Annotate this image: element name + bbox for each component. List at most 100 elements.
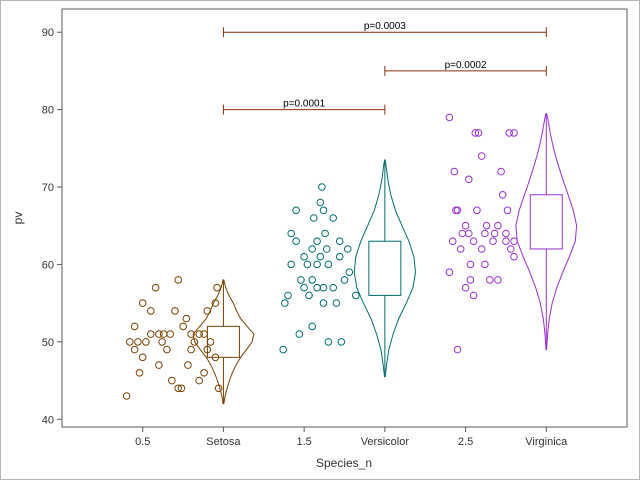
data-point xyxy=(494,221,502,230)
data-point xyxy=(494,276,502,284)
data-point xyxy=(147,307,155,315)
y-tick-label: 70 xyxy=(42,182,54,194)
data-point xyxy=(322,245,331,253)
data-point xyxy=(300,283,308,292)
data-point xyxy=(171,307,179,315)
data-point xyxy=(329,283,338,292)
data-point xyxy=(316,198,325,207)
data-point xyxy=(505,129,514,137)
data-point xyxy=(340,276,349,284)
data-point xyxy=(166,330,174,338)
data-point xyxy=(138,353,147,362)
data-point xyxy=(292,237,300,245)
x-tick-label: 2.5 xyxy=(458,436,473,448)
data-point xyxy=(195,330,203,338)
data-point xyxy=(303,260,312,269)
data-point xyxy=(502,229,510,238)
violins xyxy=(192,113,578,405)
data-point xyxy=(211,299,220,307)
data-point xyxy=(482,221,491,230)
data-point xyxy=(477,152,486,160)
data-point xyxy=(308,322,317,331)
data-point xyxy=(182,314,191,323)
data-point xyxy=(155,330,163,338)
data-point xyxy=(319,283,328,292)
data-point xyxy=(450,167,459,176)
data-point xyxy=(324,338,333,346)
data-point xyxy=(187,330,195,338)
data-point xyxy=(184,361,192,369)
scatter-points xyxy=(122,113,518,400)
data-point xyxy=(466,276,475,284)
p-value-label: p=0.0001 xyxy=(283,99,325,110)
data-point xyxy=(453,345,462,354)
data-point xyxy=(510,129,518,137)
data-point xyxy=(465,175,473,184)
data-point xyxy=(135,369,144,377)
x-tick-label: Versicolor xyxy=(361,436,410,448)
data-point xyxy=(343,245,352,253)
data-point xyxy=(329,214,338,222)
x-tick-label: 1.5 xyxy=(296,436,311,448)
data-point xyxy=(316,252,325,261)
y-axis: 40 50 60 70 80 90 xyxy=(42,27,62,426)
data-point xyxy=(147,330,155,338)
data-point xyxy=(151,283,160,292)
data-point xyxy=(134,338,142,346)
data-point xyxy=(187,345,195,354)
data-point xyxy=(292,206,300,215)
data-point xyxy=(489,237,497,245)
data-point xyxy=(502,237,510,245)
x-tick-label: Setosa xyxy=(206,436,241,448)
box-setosa xyxy=(206,325,240,358)
data-point xyxy=(473,206,481,215)
data-point xyxy=(474,129,483,137)
violin-setosa xyxy=(192,279,255,405)
data-point xyxy=(471,129,480,137)
y-tick-label: 40 xyxy=(42,414,54,426)
data-point xyxy=(200,330,208,338)
data-point xyxy=(284,291,292,300)
data-point xyxy=(469,237,478,245)
data-point xyxy=(465,229,473,238)
data-point xyxy=(321,229,329,238)
data-point xyxy=(503,206,512,215)
x-axis-label: Species_n xyxy=(316,456,372,470)
data-point xyxy=(498,191,507,199)
data-point xyxy=(287,229,296,238)
box-virginica xyxy=(529,194,563,250)
data-point xyxy=(297,276,305,284)
violin-versicolor xyxy=(353,159,417,378)
data-point xyxy=(287,260,296,269)
data-point xyxy=(486,276,494,284)
data-point xyxy=(300,252,308,261)
data-point xyxy=(310,214,318,222)
data-point xyxy=(452,206,460,215)
p-value-label: p=0.0002 xyxy=(445,60,487,71)
data-point xyxy=(313,260,321,269)
data-point xyxy=(445,113,454,122)
data-point xyxy=(163,345,171,354)
data-point xyxy=(313,237,321,245)
data-point xyxy=(345,268,354,277)
data-point xyxy=(174,276,182,284)
data-point xyxy=(138,299,147,307)
data-point xyxy=(456,245,465,253)
y-tick-label: 80 xyxy=(42,105,54,117)
x-tick-label: Virginica xyxy=(525,436,568,448)
data-point xyxy=(126,338,134,346)
data-point xyxy=(481,229,489,238)
y-tick-label: 50 xyxy=(42,337,54,349)
data-point xyxy=(279,345,288,354)
data-point xyxy=(461,283,470,292)
data-point xyxy=(155,361,163,369)
data-point xyxy=(445,268,454,277)
data-point xyxy=(335,252,344,261)
p-value-label: p=0.0003 xyxy=(364,21,406,32)
plot-area xyxy=(61,8,628,428)
data-point xyxy=(466,260,475,269)
data-point xyxy=(469,291,478,300)
data-point xyxy=(203,307,212,315)
data-point xyxy=(177,384,186,393)
data-point xyxy=(507,245,515,253)
